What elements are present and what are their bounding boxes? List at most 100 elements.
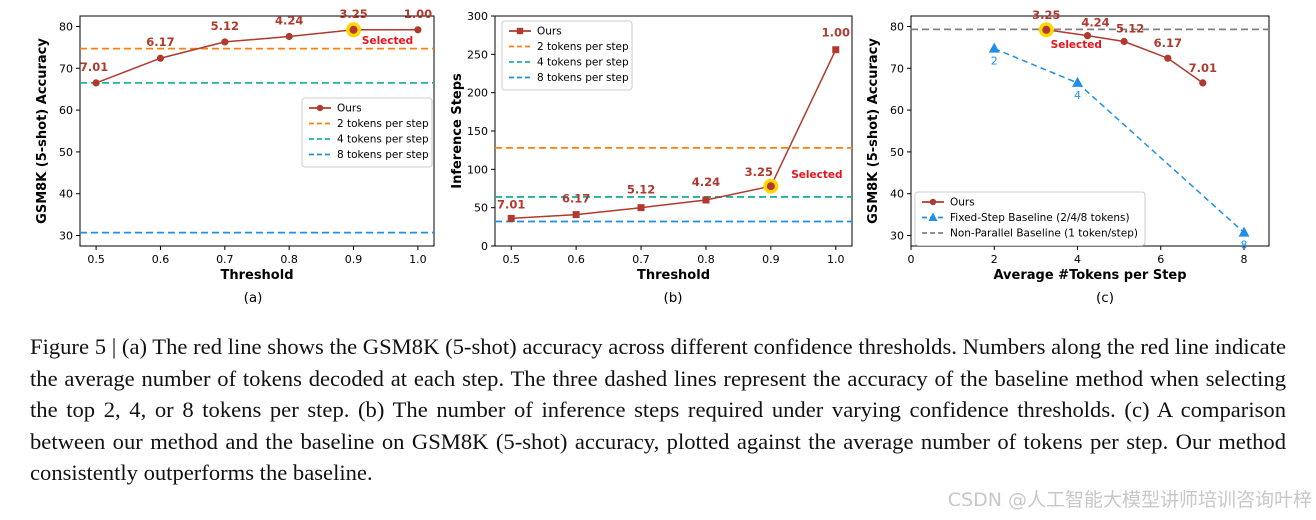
data-label: 6.17 (146, 35, 174, 49)
y-tick-label: 80 (890, 20, 904, 33)
y-tick-label: 150 (467, 125, 488, 138)
selected-point (766, 182, 775, 191)
selected-point (1042, 25, 1051, 34)
y-tick-label: 30 (890, 230, 904, 243)
data-point (221, 38, 229, 46)
legend-label: Non-Parallel Baseline (1 token/step) (950, 228, 1138, 240)
x-tick-label: 6 (1157, 253, 1164, 266)
series-line (95, 29, 418, 84)
selected-note: Selected (1051, 39, 1102, 51)
x-axis-label: Threshold (220, 268, 293, 283)
legend-label: 2 tokens per step (337, 118, 429, 130)
legend-marker (929, 198, 937, 206)
data-label: 3.25 (1032, 8, 1060, 22)
watermark: CSDN @人工智能大模型讲师培训咨询叶梓 (947, 489, 1312, 511)
data-point (92, 79, 100, 87)
y-axis-label: GSM8K (5-shot) Accuracy (866, 38, 881, 224)
panel-label: (c) (1096, 290, 1114, 306)
y-tick-label: 200 (467, 87, 488, 100)
legend-label: 4 tokens per step (337, 134, 429, 146)
x-axis-label: Threshold (637, 268, 710, 283)
data-point (702, 196, 710, 204)
data-label: 6.17 (1154, 36, 1182, 50)
legend-box (914, 191, 1146, 246)
chart-panel-2: 0.5 0.6 0.7 0.8 0.9 1.0050100150200250300Thre… (450, 10, 853, 306)
data-point (285, 32, 293, 41)
data-point (1238, 226, 1250, 237)
x-tick-label: 0.9 (762, 253, 780, 266)
data-label: 4.24 (275, 13, 303, 27)
data-label: 5.12 (1116, 22, 1144, 36)
data-point (1164, 54, 1172, 62)
data-point (832, 46, 840, 54)
selected-note: Selected (362, 35, 413, 47)
y-tick-label: 70 (59, 62, 73, 75)
x-tick-label: 0.8 (697, 253, 715, 266)
chart-panel-1: 0.5 0.6 0.7 0.8 0.9 1.0 30 40 50 60 70 80 Threshold G… (35, 7, 435, 306)
data-label: 7.01 (497, 197, 525, 211)
legend-label: 4 tokens per step (537, 57, 629, 69)
legend-label: Ours (537, 26, 562, 38)
legend-label: 2 tokens per step (537, 41, 629, 53)
x-tick-label: 0 (908, 253, 915, 266)
x-tick-label: 0.6 (567, 253, 585, 266)
x-tick-label: 0.7 (632, 253, 650, 266)
legend-label: Fixed-Step Baseline (2/4/8 tokens) (950, 212, 1130, 224)
data-label: 4.24 (1081, 16, 1109, 30)
x-axis-label: Average #Tokens per Step (993, 268, 1186, 283)
y-tick-label: 40 (59, 188, 73, 201)
y-tick-label: 0 (481, 240, 488, 253)
legend-marker (316, 104, 324, 112)
legend-label: Ours (950, 197, 975, 209)
data-label: 2 (991, 55, 998, 68)
y-tick-label: 100 (467, 163, 488, 176)
legend-box (301, 97, 433, 168)
y-axis-label: Inference Steps (450, 73, 465, 189)
data-label: 4 (1074, 89, 1081, 102)
y-tick-label: 30 (59, 230, 73, 243)
figure-5: 0.5 0.6 0.7 0.8 0.9 1.0304050607080ThresholdG… (35, 7, 1270, 306)
x-tick-label: 0.6 (152, 253, 170, 266)
legend-label: Ours (337, 103, 362, 115)
selected-point (349, 25, 358, 34)
x-tick-label: 0.8 (280, 253, 298, 266)
data-label: 7.01 (80, 60, 108, 74)
y-tick-label: 60 (59, 104, 73, 117)
data-label: 4.24 (692, 175, 720, 189)
x-tick-label: 2 (991, 253, 998, 266)
data-label: 1.00 (404, 7, 432, 21)
legend-marker (516, 27, 524, 35)
y-tick-label: 50 (59, 146, 73, 159)
data-point (1199, 79, 1207, 87)
data-label: 6.17 (562, 192, 590, 206)
x-tick-label: 1.0 (409, 253, 427, 266)
series-line (511, 49, 837, 220)
data-point (572, 211, 580, 219)
data-label: 3.25 (745, 165, 773, 179)
y-tick-label: 80 (59, 20, 73, 33)
data-label: 5.12 (211, 19, 239, 33)
panel-label: (b) (663, 290, 682, 306)
y-tick-label: 70 (890, 62, 904, 75)
y-tick-label: 50 (890, 146, 904, 159)
x-tick-label: 8 (1241, 253, 1248, 266)
data-point (1120, 37, 1128, 46)
legend-box (501, 20, 633, 91)
data-point (507, 214, 515, 222)
data-label: 3.25 (339, 7, 367, 21)
figure-caption: Figure 5 | (a) The red line shows the GS… (30, 334, 1286, 485)
legend-marker (928, 212, 938, 221)
x-tick-label: 0.5 (87, 253, 105, 266)
x-tick-label: 0.7 (216, 253, 234, 266)
legend-label: 8 tokens per step (337, 149, 429, 161)
y-tick-label: 40 (890, 188, 904, 201)
data-point (1072, 76, 1084, 87)
data-point (156, 54, 165, 62)
selected-note: Selected (791, 169, 842, 181)
x-tick-label: 1.0 (827, 253, 845, 266)
x-tick-label: 0.5 (502, 253, 520, 266)
data-point (988, 42, 1000, 53)
x-tick-label: 4 (1074, 253, 1081, 266)
y-axis-label: GSM8K (5-shot) Accuracy (35, 38, 50, 224)
y-tick-label: 60 (890, 104, 904, 117)
